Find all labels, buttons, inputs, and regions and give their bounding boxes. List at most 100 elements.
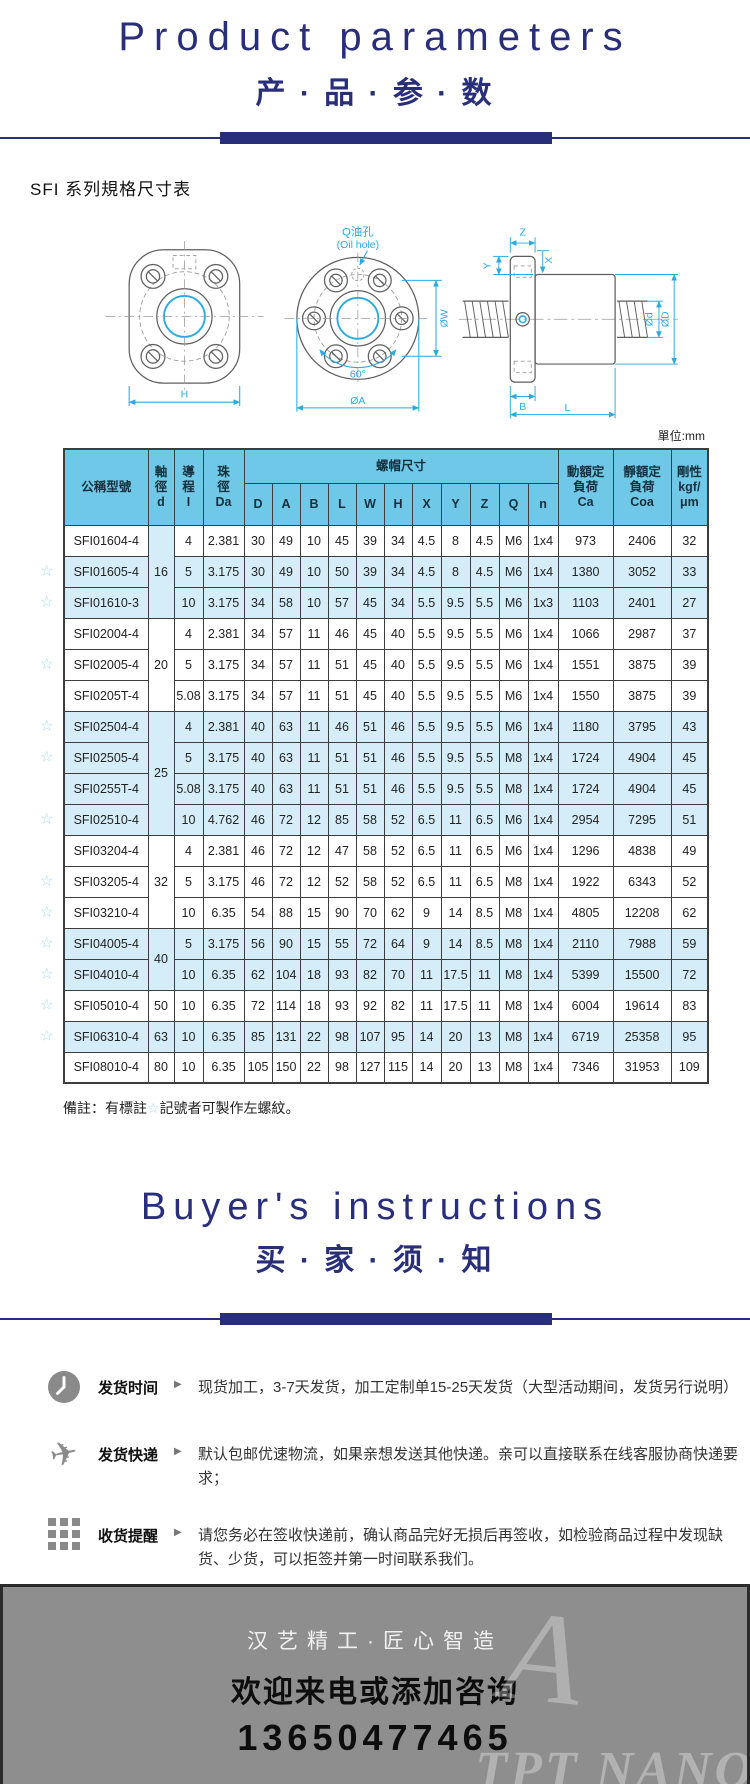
- left-thread-star-icon: ☆: [40, 716, 54, 734]
- dim-cell: 1x4: [527, 958, 559, 991]
- dim-cell: 11: [411, 989, 442, 1022]
- dim-cell: 11: [440, 803, 471, 836]
- dim-cell: 54: [243, 896, 273, 929]
- dim-cell: 15: [299, 896, 329, 929]
- dim-label-l: L: [565, 403, 571, 414]
- dim-cell: 20: [440, 1020, 471, 1053]
- dim-cell: 88: [271, 896, 301, 929]
- dim-cell: 72: [271, 865, 301, 898]
- dim-cell: 93: [327, 958, 357, 991]
- instruction-label: 发货时间: [98, 1380, 159, 1397]
- dim-cell: 85: [243, 1020, 273, 1053]
- rigidity-cell: 109: [670, 1051, 709, 1084]
- dim-cell: 11: [440, 834, 471, 867]
- col-header-L: L: [327, 482, 357, 526]
- dim-cell: 34: [243, 617, 273, 650]
- dim-cell: 9.5: [440, 679, 471, 712]
- rigidity-cell: 95: [670, 1020, 709, 1053]
- plane-icon: ✈: [46, 1431, 82, 1476]
- dim-cell: 10: [299, 586, 329, 619]
- model-cell: SFI01605-4: [63, 555, 149, 588]
- dim-cell: 1x4: [527, 1051, 559, 1084]
- dim-cell: 8: [440, 524, 471, 557]
- spec-table-title: SFI 系列規格尺寸表: [30, 180, 192, 199]
- dim-cell: 1x4: [527, 741, 559, 774]
- dim-cell: 34: [383, 555, 413, 588]
- dynamic-load-cell: 973: [557, 524, 614, 557]
- dim-cell: 22: [299, 1020, 329, 1053]
- dim-cell: 1x4: [527, 648, 559, 681]
- dim-cell: 58: [271, 586, 301, 619]
- ball-dia-cell: 2.381: [202, 524, 245, 557]
- dim-cell: 1x4: [527, 896, 559, 929]
- buyers-instructions-section: Buyer's instructions 买 · 家 · 须 · 知 发货时间 …: [0, 1183, 750, 1572]
- dynamic-load-cell: 6719: [557, 1020, 614, 1053]
- unit-label: 單位:mm: [657, 429, 705, 443]
- col-header-shaft-dia: 軸 徑 d: [147, 448, 175, 526]
- dim-cell: 10: [299, 555, 329, 588]
- col-header-B: B: [299, 482, 329, 526]
- table-row: SFI04005-4 40 5 3.175 56 90 15 55 72 64 9 14 8.5 M8 1x…: [63, 927, 709, 991]
- dim-cell: 5.5: [411, 617, 442, 650]
- dim-cell: 56: [243, 927, 273, 960]
- dynamic-load-cell: 1103: [557, 586, 614, 619]
- dim-cell: 1x4: [527, 524, 559, 557]
- lead-cell: 5: [173, 741, 204, 774]
- dim-cell: 34: [243, 679, 273, 712]
- dim-cell: 1x4: [527, 834, 559, 867]
- static-load-cell: 15500: [612, 958, 672, 991]
- dim-cell: 98: [327, 1051, 357, 1084]
- dim-cell: 114: [271, 989, 301, 1022]
- rigidity-cell: 37: [670, 617, 709, 650]
- col-header-static-load: 靜額定 負荷 Coa: [612, 448, 672, 526]
- table-footnote: 備註：有標註☆記號者可製作左螺紋。: [63, 1098, 750, 1119]
- dim-cell: 150: [271, 1051, 301, 1084]
- dim-cell: 72: [355, 927, 385, 960]
- rigidity-cell: 49: [670, 834, 709, 867]
- dim-cell: 47: [327, 834, 357, 867]
- model-cell: SFI04005-4: [63, 927, 149, 960]
- dim-cell: 6.5: [469, 803, 500, 836]
- dynamic-load-cell: 1066: [557, 617, 614, 650]
- dim-cell: 58: [355, 803, 385, 836]
- table-row: SFI0205T-4 5.08 3.175 34 57 11 51 45 40 5.5 9.5 5.5…: [63, 679, 709, 712]
- dim-cell: 58: [355, 834, 385, 867]
- left-thread-star-icon: ☆: [40, 654, 54, 672]
- dim-cell: 57: [327, 586, 357, 619]
- static-load-cell: 31953: [612, 1051, 672, 1084]
- footnote-star-icon: ☆: [147, 1101, 160, 1117]
- dim-cell: M8: [498, 958, 529, 991]
- dim-cell: 57: [271, 617, 301, 650]
- shaft-dia-cell: 25: [147, 710, 175, 836]
- dim-cell: 55: [327, 927, 357, 960]
- left-thread-star-icon: ☆: [40, 747, 54, 765]
- col-header-Y: Y: [440, 482, 471, 526]
- brand-logo: A: [495, 1584, 590, 1734]
- dim-cell: 1x4: [527, 617, 559, 650]
- ball-dia-cell: 6.35: [202, 958, 245, 991]
- dim-cell: 40: [383, 648, 413, 681]
- dim-cell: 11: [299, 741, 329, 774]
- footer-phone-number: 13650477465: [237, 1717, 513, 1758]
- dim-cell: 4.5: [411, 555, 442, 588]
- lead-cell: 10: [173, 958, 204, 991]
- table-row: SFI04010-4 10 6.35 62 104 18 93 82 70 11 17.5 11 M8 1…: [63, 958, 709, 991]
- instruction-label: 发货快递: [98, 1447, 159, 1464]
- dynamic-load-cell: 5399: [557, 958, 614, 991]
- dynamic-load-cell: 4805: [557, 896, 614, 929]
- dim-cell: 9: [411, 927, 442, 960]
- dynamic-load-cell: 1180: [557, 710, 614, 743]
- dim-cell: 82: [355, 958, 385, 991]
- dim-label-x: X: [544, 257, 555, 264]
- dim-cell: 104: [271, 958, 301, 991]
- dim-cell: 5.5: [411, 772, 442, 805]
- table-row: SFI05010-4 50 10 6.35 72 114 18 93 92 82 11 17.5 11 M…: [63, 989, 709, 1022]
- dim-cell: 5.5: [411, 648, 442, 681]
- dim-cell: 14: [411, 1020, 442, 1053]
- ball-dia-cell: 2.381: [202, 710, 245, 743]
- dim-cell: 64: [383, 927, 413, 960]
- col-header-W: W: [355, 482, 385, 526]
- model-cell: SFI02004-4: [63, 617, 149, 650]
- table-row: SFI0255T-4 5.08 3.175 40 63 11 51 51 46 5.5 9.5 5.5…: [63, 772, 709, 805]
